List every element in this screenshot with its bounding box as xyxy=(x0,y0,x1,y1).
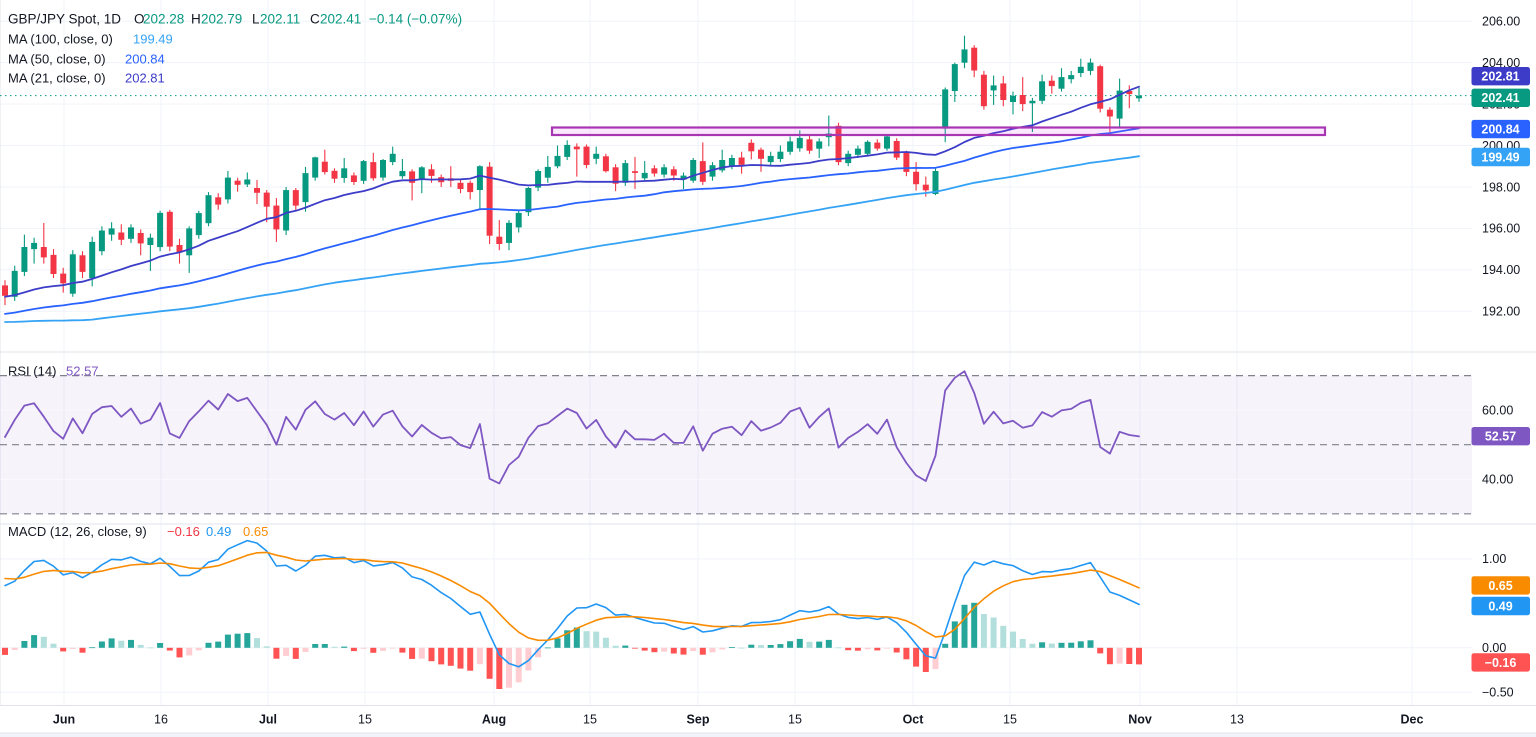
svg-text:198.00: 198.00 xyxy=(1482,180,1520,194)
svg-text:−0.50: −0.50 xyxy=(1482,686,1514,700)
svg-text:202.41: 202.41 xyxy=(320,12,361,27)
svg-text:192.00: 192.00 xyxy=(1482,305,1520,319)
svg-text:Oct: Oct xyxy=(903,713,925,727)
svg-text:0.65: 0.65 xyxy=(1488,579,1512,593)
svg-text:Aug: Aug xyxy=(482,713,506,727)
svg-text:202.41: 202.41 xyxy=(1481,91,1519,105)
svg-text:Sep: Sep xyxy=(687,713,710,727)
svg-text:200.84: 200.84 xyxy=(1481,123,1519,137)
svg-text:16: 16 xyxy=(154,713,168,727)
svg-text:202.11: 202.11 xyxy=(260,12,300,27)
svg-text:0.49: 0.49 xyxy=(1488,599,1512,613)
svg-text:15: 15 xyxy=(358,713,372,727)
svg-text:L: L xyxy=(252,12,260,27)
svg-text:C: C xyxy=(310,12,320,27)
svg-text:−0.14 (−0.07%): −0.14 (−0.07%) xyxy=(369,12,462,27)
svg-text:MACD (12, 26, close, 9): MACD (12, 26, close, 9) xyxy=(8,524,147,539)
svg-text:199.49: 199.49 xyxy=(133,32,173,47)
svg-text:O: O xyxy=(134,12,145,27)
svg-text:206.00: 206.00 xyxy=(1482,15,1520,29)
svg-text:15: 15 xyxy=(788,713,802,727)
svg-text:−0.16: −0.16 xyxy=(167,524,200,539)
svg-text:1.00: 1.00 xyxy=(1482,552,1506,566)
svg-text:196.00: 196.00 xyxy=(1482,222,1520,236)
svg-text:0.49: 0.49 xyxy=(206,524,231,539)
svg-text:Dec: Dec xyxy=(1401,713,1424,727)
svg-text:H: H xyxy=(191,12,201,27)
svg-text:199.49: 199.49 xyxy=(1481,150,1519,164)
svg-text:GBP/JPY Spot, 1D: GBP/JPY Spot, 1D xyxy=(8,12,121,27)
svg-text:202.81: 202.81 xyxy=(1481,70,1519,84)
svg-text:MA (21, close, 0): MA (21, close, 0) xyxy=(8,71,106,86)
svg-text:202.81: 202.81 xyxy=(125,71,165,86)
svg-text:0.65: 0.65 xyxy=(243,524,268,539)
svg-text:202.79: 202.79 xyxy=(201,12,242,27)
svg-text:194.00: 194.00 xyxy=(1482,263,1520,277)
svg-text:0.00: 0.00 xyxy=(1482,641,1506,655)
svg-text:204.00: 204.00 xyxy=(1482,56,1520,70)
svg-text:MA (100, close, 0): MA (100, close, 0) xyxy=(8,32,113,47)
svg-text:Jul: Jul xyxy=(259,713,277,727)
svg-text:Jun: Jun xyxy=(53,713,75,727)
svg-text:200.84: 200.84 xyxy=(125,52,165,67)
svg-text:15: 15 xyxy=(583,713,597,727)
svg-text:MA (50, close, 0): MA (50, close, 0) xyxy=(8,52,106,67)
svg-text:52.57: 52.57 xyxy=(1485,430,1516,444)
svg-text:13: 13 xyxy=(1230,713,1244,727)
svg-text:202.28: 202.28 xyxy=(143,12,184,27)
svg-text:−0.16: −0.16 xyxy=(1485,656,1517,670)
svg-text:Nov: Nov xyxy=(1128,713,1152,727)
svg-text:40.00: 40.00 xyxy=(1482,473,1513,487)
svg-text:60.00: 60.00 xyxy=(1482,403,1513,417)
svg-text:15: 15 xyxy=(1003,713,1017,727)
svg-text:RSI (14): RSI (14) xyxy=(8,364,56,379)
svg-text:52.57: 52.57 xyxy=(66,364,99,379)
